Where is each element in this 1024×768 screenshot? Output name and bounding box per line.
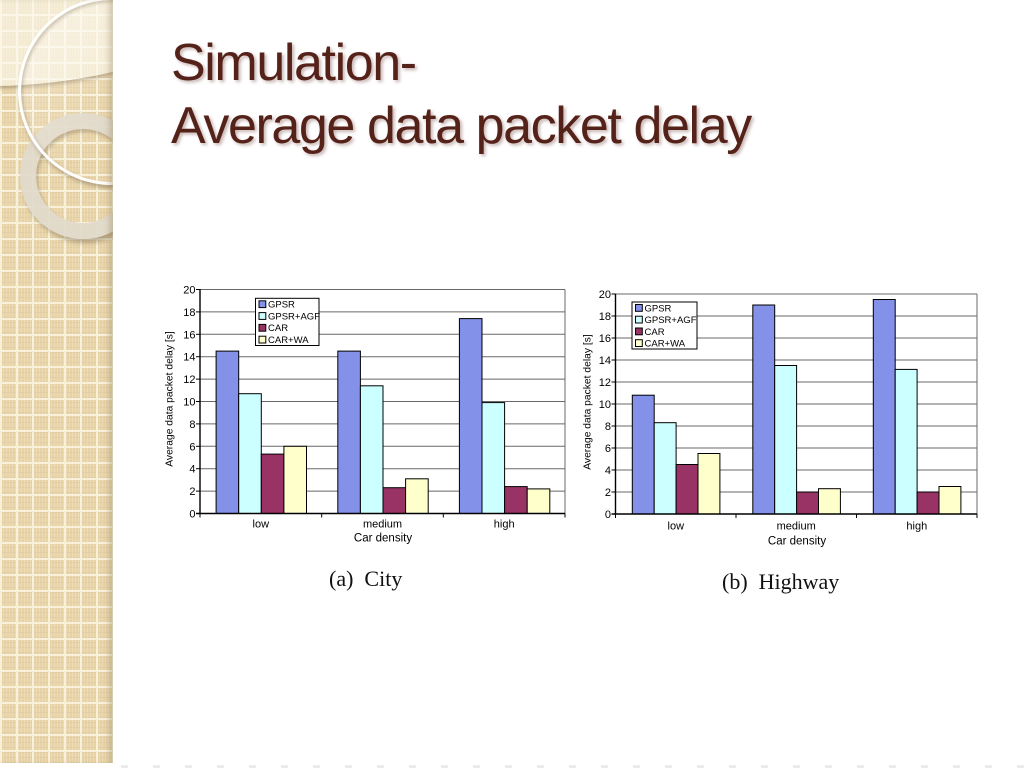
svg-text:low: low <box>253 519 270 531</box>
svg-text:high: high <box>906 521 927 533</box>
svg-text:20: 20 <box>599 289 611 301</box>
svg-text:2: 2 <box>189 486 195 498</box>
svg-text:Average data packet delay [s]: Average data packet delay [s] <box>583 334 594 470</box>
svg-text:18: 18 <box>183 307 195 319</box>
svg-text:GPSR: GPSR <box>645 303 672 314</box>
svg-text:0: 0 <box>189 509 195 521</box>
svg-text:14: 14 <box>599 355 611 367</box>
svg-text:6: 6 <box>189 441 195 453</box>
svg-text:CAR+WA: CAR+WA <box>645 339 686 350</box>
svg-text:8: 8 <box>605 421 611 433</box>
svg-text:16: 16 <box>183 329 195 341</box>
svg-text:low: low <box>668 521 685 533</box>
svg-text:Car density: Car density <box>354 533 412 545</box>
svg-text:12: 12 <box>599 377 611 389</box>
svg-text:6: 6 <box>605 443 611 455</box>
svg-text:Average data packet delay [s]: Average data packet delay [s] <box>165 331 176 467</box>
svg-text:14: 14 <box>183 352 195 364</box>
svg-text:Car density: Car density <box>768 536 826 548</box>
svg-text:CAR+WA: CAR+WA <box>268 335 309 346</box>
svg-text:12: 12 <box>183 374 195 386</box>
svg-text:CAR: CAR <box>268 323 288 334</box>
svg-text:GPSR: GPSR <box>268 300 295 311</box>
svg-text:16: 16 <box>599 333 611 345</box>
svg-text:0: 0 <box>605 509 611 521</box>
svg-text:4: 4 <box>189 464 195 476</box>
svg-text:CAR: CAR <box>645 327 665 338</box>
svg-text:10: 10 <box>599 399 611 411</box>
svg-text:10: 10 <box>183 397 195 409</box>
svg-text:GPSR+AGF: GPSR+AGF <box>645 315 697 326</box>
svg-text:18: 18 <box>599 311 611 323</box>
svg-text:2: 2 <box>605 487 611 499</box>
svg-text:medium: medium <box>777 521 816 533</box>
svg-text:4: 4 <box>605 465 611 477</box>
svg-text:high: high <box>494 519 515 531</box>
svg-text:20: 20 <box>183 285 195 297</box>
svg-text:medium: medium <box>363 519 402 531</box>
svg-text:8: 8 <box>189 419 195 431</box>
svg-text:GPSR+AGF: GPSR+AGF <box>268 311 320 322</box>
